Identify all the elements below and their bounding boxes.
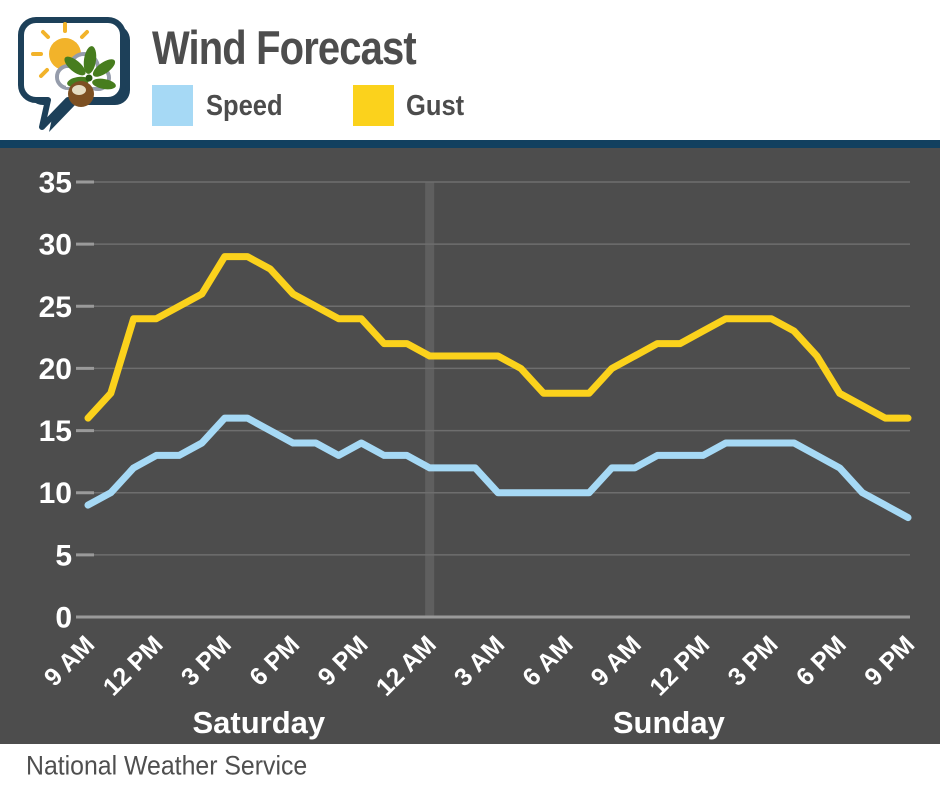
y-axis-label-0: 0 xyxy=(55,602,72,635)
x-axis-label-12am-5: 12 AM xyxy=(371,630,442,701)
x-axis-label-6pm-3: 6 PM xyxy=(244,630,305,691)
nws-logo-icon xyxy=(18,17,130,132)
y-axis-label-10: 10 xyxy=(39,477,72,510)
gust-line xyxy=(84,253,912,422)
header: Wind Forecast Speed Gust xyxy=(0,0,940,140)
x-axis-label-9pm-12: 9 PM xyxy=(859,630,920,691)
page-title: Wind Forecast xyxy=(152,21,417,74)
x-axis-label-6pm-11: 6 PM xyxy=(791,630,852,691)
y-axis-label-5: 5 xyxy=(55,539,72,572)
y-axis-label-35: 35 xyxy=(39,167,72,200)
day-label-sunday: Sunday xyxy=(613,705,726,740)
day-label-saturday: Saturday xyxy=(192,705,325,740)
x-axis-label-3pm-2: 3 PM xyxy=(176,630,237,691)
y-axis-label-30: 30 xyxy=(39,229,72,262)
x-axis-label-9am-8: 9 AM xyxy=(586,630,647,691)
y-axis-label-15: 15 xyxy=(39,415,72,448)
footer: National Weather Service xyxy=(0,744,940,788)
x-axis-label-6am-7: 6 AM xyxy=(517,630,578,691)
legend-swatch-gust xyxy=(353,85,394,126)
x-axis-label-3pm-10: 3 PM xyxy=(723,630,784,691)
x-axis-label-3am-6: 3 AM xyxy=(449,630,510,691)
buckeye-icon xyxy=(64,46,116,107)
y-axis-label-25: 25 xyxy=(39,291,72,324)
wind-forecast-chart: 0 5 10 15 20 25 30 35 9 AM 12 PM 3 PM 6 PM 9 PM 12 AM… xyxy=(0,148,940,744)
header-divider-bar xyxy=(0,140,940,148)
legend-label-gust: Gust xyxy=(406,90,465,122)
x-axis-label-12pm-9: 12 PM xyxy=(644,630,715,701)
source-attribution: National Weather Service xyxy=(26,750,308,781)
y-axis-label-20: 20 xyxy=(39,353,72,386)
legend-swatch-speed xyxy=(152,85,193,126)
legend-label-speed: Speed xyxy=(206,90,283,122)
x-axis-label-9pm-4: 9 PM xyxy=(313,630,374,691)
x-axis-label-9am-0: 9 AM xyxy=(39,630,100,691)
midnight-divider xyxy=(425,182,435,617)
speed-line xyxy=(84,414,912,522)
x-axis-label-12pm-1: 12 PM xyxy=(98,630,169,701)
